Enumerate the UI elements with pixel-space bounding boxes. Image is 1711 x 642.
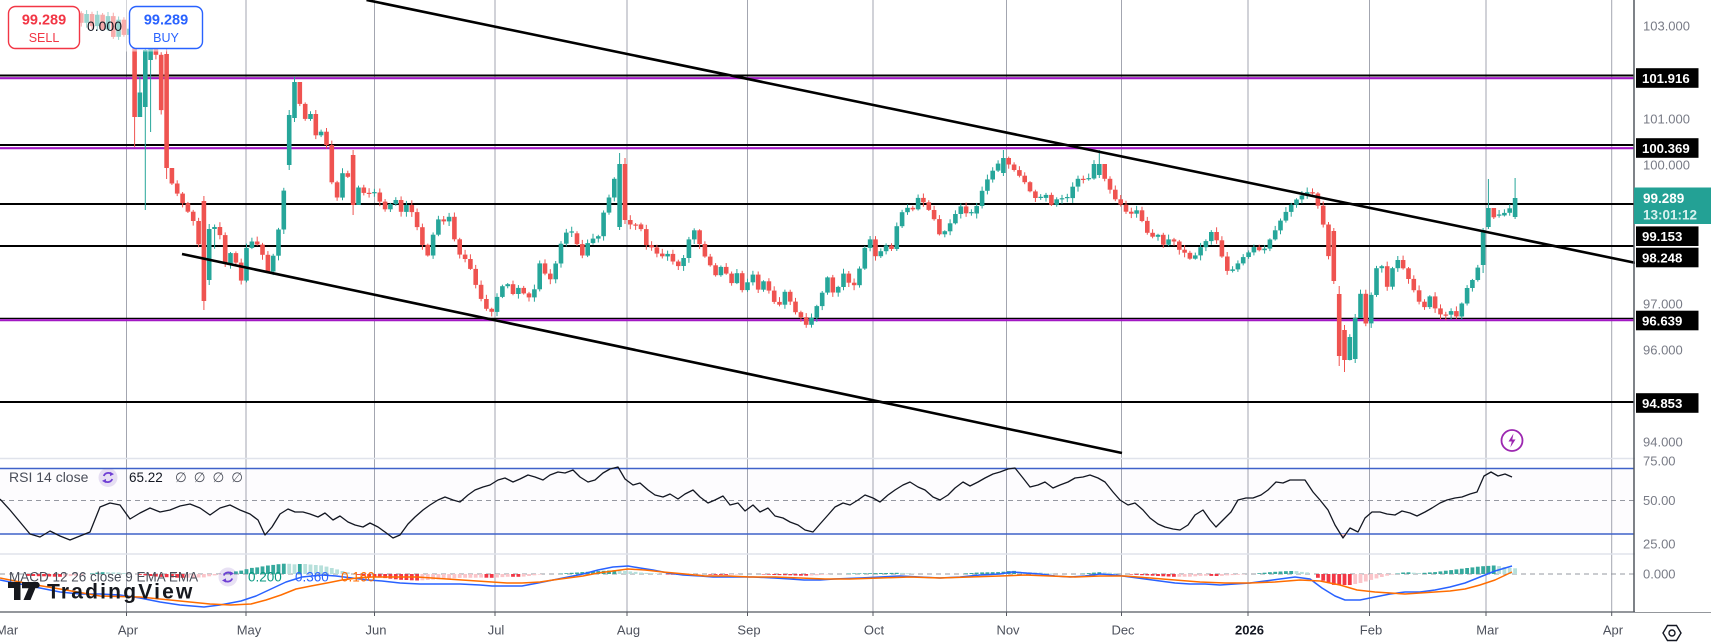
svg-text:Oct: Oct <box>864 623 885 638</box>
svg-text:65.22: 65.22 <box>129 470 163 485</box>
svg-text:99.153: 99.153 <box>1642 229 1682 244</box>
svg-text:RSI 14 close: RSI 14 close <box>9 469 89 485</box>
svg-text:101.000: 101.000 <box>1643 112 1690 127</box>
svg-text:Apr: Apr <box>1603 623 1624 638</box>
svg-text:94.000: 94.000 <box>1643 435 1683 450</box>
svg-text:MACD 12 26 close 9 EMA EMA: MACD 12 26 close 9 EMA EMA <box>9 570 198 585</box>
svg-text:50.00: 50.00 <box>1643 493 1676 508</box>
svg-text:13:01:12: 13:01:12 <box>1643 208 1697 223</box>
svg-text:100.369: 100.369 <box>1642 141 1690 156</box>
svg-text:96.000: 96.000 <box>1643 343 1683 358</box>
svg-text:BUY: BUY <box>153 31 179 45</box>
svg-text:96.639: 96.639 <box>1642 313 1682 328</box>
svg-text:75.00: 75.00 <box>1643 454 1676 469</box>
svg-text:Apr: Apr <box>118 623 139 638</box>
svg-text:100.000: 100.000 <box>1643 158 1690 173</box>
svg-text:Nov: Nov <box>996 623 1020 638</box>
svg-text:2026: 2026 <box>1235 623 1264 638</box>
svg-text:Jul: Jul <box>488 623 505 638</box>
svg-text:99.289: 99.289 <box>144 13 188 29</box>
svg-text:99.289: 99.289 <box>22 13 66 29</box>
svg-text:98.248: 98.248 <box>1642 250 1682 265</box>
svg-text:0.360: 0.360 <box>295 570 329 585</box>
svg-text:94.853: 94.853 <box>1642 396 1682 411</box>
svg-text:97.000: 97.000 <box>1643 297 1683 312</box>
svg-text:0.200: 0.200 <box>248 570 282 585</box>
svg-text:101.916: 101.916 <box>1642 71 1690 86</box>
svg-text:∅∅∅∅: ∅∅∅∅ <box>175 470 250 485</box>
svg-text:Sep: Sep <box>737 623 760 638</box>
svg-text:0.000: 0.000 <box>87 18 122 34</box>
svg-text:Mar: Mar <box>0 623 19 638</box>
svg-text:0.160: 0.160 <box>341 570 375 585</box>
svg-text:103.000: 103.000 <box>1643 19 1690 34</box>
svg-text:Feb: Feb <box>1360 623 1382 638</box>
svg-text:Mar: Mar <box>1476 623 1499 638</box>
svg-text:25.00: 25.00 <box>1643 537 1676 552</box>
svg-text:0.000: 0.000 <box>1643 567 1676 582</box>
svg-text:TradingView: TradingView <box>47 581 195 604</box>
svg-text:Dec: Dec <box>1111 623 1135 638</box>
svg-text:Jun: Jun <box>366 623 387 638</box>
svg-text:SELL: SELL <box>29 31 60 45</box>
svg-text:May: May <box>237 623 262 638</box>
svg-text:Aug: Aug <box>617 623 640 638</box>
svg-text:99.289: 99.289 <box>1643 191 1684 206</box>
